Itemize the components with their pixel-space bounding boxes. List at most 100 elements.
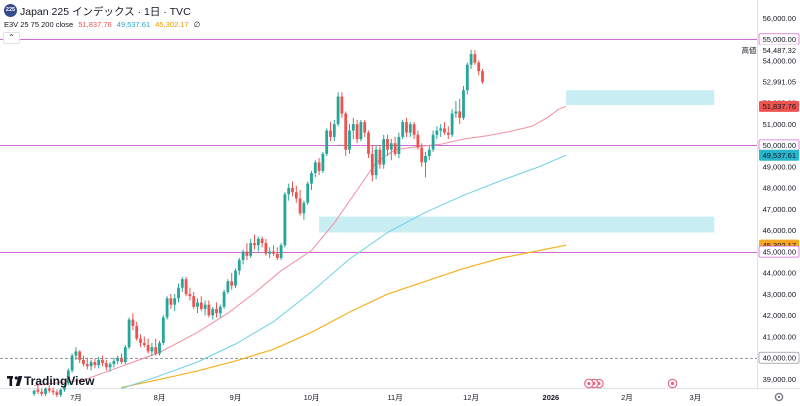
candle-body — [85, 364, 89, 367]
candle-body — [435, 130, 439, 135]
candle-body — [382, 139, 386, 165]
ema200-line — [121, 244, 567, 389]
candle-body — [260, 238, 264, 244]
candle-body — [458, 111, 462, 118]
price-tick-label: 43,000.00 — [763, 290, 796, 299]
candle-body — [32, 390, 36, 394]
candle-body — [207, 304, 211, 316]
candle-body — [424, 156, 427, 163]
candle-body — [116, 357, 120, 361]
candle — [207, 300, 211, 318]
tradingview-logo[interactable]: TradingView — [7, 374, 95, 388]
candle — [222, 289, 226, 309]
candle — [218, 304, 222, 318]
candle — [469, 49, 473, 69]
candle-body — [253, 243, 256, 246]
time-axis[interactable]: 7月 8月 9月 10月 11月 12月 2026 2月 3月 — [70, 393, 701, 402]
candle — [82, 355, 85, 367]
price-tag-ema75: 49,537.61 — [759, 149, 799, 161]
candle — [249, 238, 253, 258]
event-marker-icon[interactable] — [584, 378, 604, 389]
tv-logo-text: TradingView — [24, 374, 95, 388]
candle — [230, 272, 234, 290]
price-tag-hline: 45,000.00 — [758, 245, 800, 258]
candle — [332, 119, 336, 142]
candle-body — [374, 149, 378, 176]
price-tick-label: 56,000.00 — [763, 14, 796, 23]
candle — [226, 279, 230, 295]
candle — [275, 247, 279, 261]
candle-body — [287, 187, 291, 195]
candle — [78, 350, 82, 364]
candle — [310, 170, 313, 191]
candle-body — [397, 136, 401, 154]
candle-body — [367, 132, 370, 154]
candle-body — [454, 111, 458, 114]
candle — [359, 119, 363, 142]
candle-body — [180, 279, 184, 288]
candle — [180, 277, 184, 292]
candle — [196, 298, 199, 314]
candle-body — [336, 96, 340, 125]
candle-body — [222, 291, 226, 307]
price-tag-label: 52,991.05 — [763, 78, 796, 87]
price-tag-bg — [759, 100, 799, 112]
candle-body — [203, 304, 207, 309]
price-tick-label: 48,000.00 — [763, 184, 796, 193]
price-tick-label: 46,000.00 — [763, 226, 796, 235]
candle — [154, 338, 158, 356]
candle-body — [234, 270, 237, 286]
candle-body — [150, 347, 154, 352]
candle-body — [97, 359, 101, 366]
candle-body — [321, 153, 325, 171]
candle-body — [101, 359, 104, 364]
candle-body — [112, 360, 116, 365]
candle — [93, 358, 97, 369]
price-tick-label: 47,000.00 — [763, 205, 796, 214]
candle-body — [283, 194, 287, 246]
candle — [370, 145, 374, 182]
candle — [51, 387, 55, 395]
candle-body — [264, 243, 268, 254]
candle-body — [226, 281, 230, 292]
candle-body — [306, 183, 310, 203]
candle-body — [268, 251, 272, 254]
candle-body — [412, 124, 416, 135]
event-dot — [671, 382, 674, 385]
event-marker-icon[interactable] — [667, 378, 678, 389]
price-tag-ema25: 51,837.76 — [759, 100, 799, 112]
candle — [184, 277, 188, 297]
price-tag-label: 51,837.76 — [763, 102, 796, 111]
candle-body — [82, 359, 85, 365]
settings-gear-icon[interactable] — [774, 392, 784, 402]
candle — [374, 145, 378, 180]
price-tag-label: 40,000.00 — [763, 354, 796, 363]
price-tag-dashed: 40,000.00 — [758, 351, 800, 364]
events-layer[interactable] — [584, 378, 678, 389]
candle — [401, 119, 405, 140]
candle-body — [108, 364, 112, 368]
candle — [408, 122, 412, 137]
candle-body — [230, 281, 234, 286]
candle-body — [465, 64, 469, 91]
price-tag-hline: 50,000.00 — [758, 139, 800, 152]
candle — [161, 315, 165, 346]
candle-body — [192, 296, 196, 307]
price-tag-label: 45,302.17 — [763, 241, 796, 250]
candle — [283, 192, 287, 248]
candle-body — [36, 389, 40, 392]
candles-layer — [32, 49, 484, 398]
price-tag-prefix-bg — [741, 44, 757, 56]
candle — [74, 347, 78, 360]
candle — [139, 334, 142, 348]
candle-body — [294, 192, 298, 199]
candle — [439, 124, 443, 137]
candle — [123, 345, 127, 365]
candle-body — [40, 391, 44, 394]
candle-body — [78, 351, 82, 360]
candle-body — [249, 243, 253, 256]
candle — [325, 128, 329, 157]
candle-body — [139, 338, 142, 343]
candle — [211, 306, 215, 320]
